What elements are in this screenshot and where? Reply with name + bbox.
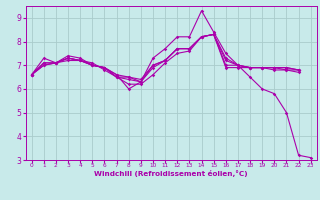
X-axis label: Windchill (Refroidissement éolien,°C): Windchill (Refroidissement éolien,°C)	[94, 170, 248, 177]
